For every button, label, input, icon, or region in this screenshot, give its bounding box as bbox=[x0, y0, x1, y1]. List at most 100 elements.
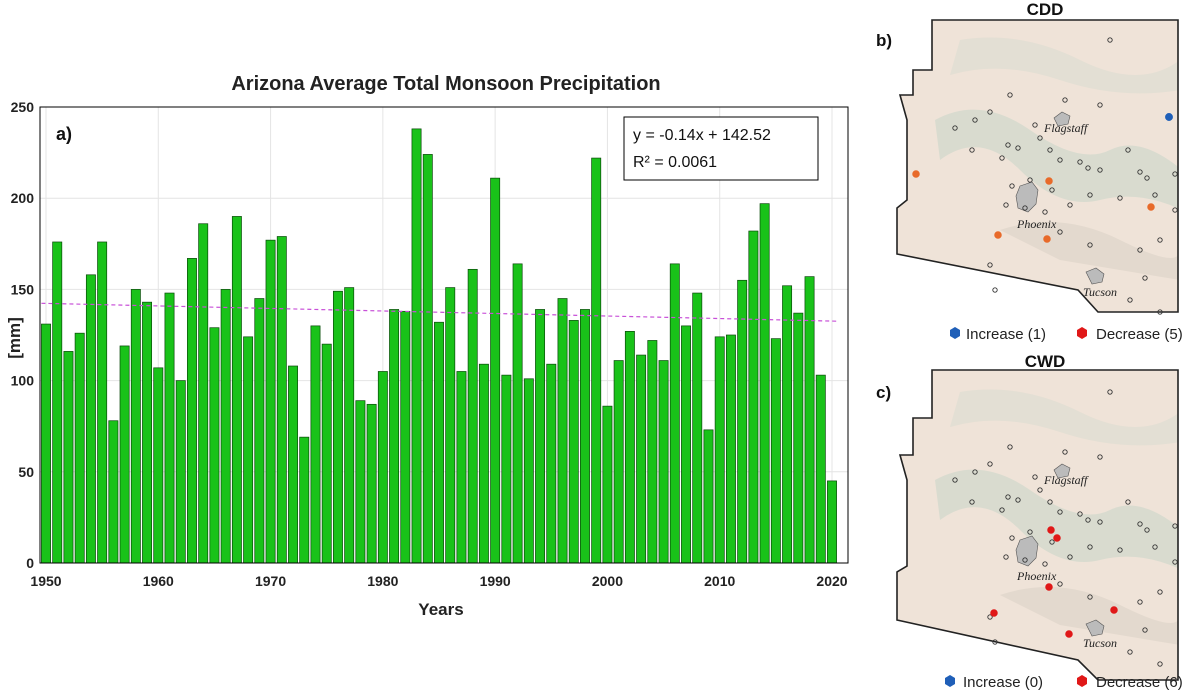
increase-marker bbox=[1165, 113, 1173, 121]
station-marker bbox=[1127, 649, 1133, 655]
bar-1995 bbox=[546, 363, 557, 564]
bar-2009 bbox=[703, 429, 714, 564]
bar-1957 bbox=[119, 345, 130, 564]
station-marker bbox=[1087, 242, 1093, 248]
station-marker bbox=[1125, 147, 1131, 153]
station-marker bbox=[1157, 309, 1163, 315]
bar-1955 bbox=[97, 241, 108, 564]
decrease-marker bbox=[912, 170, 920, 178]
y-tick-label: 0 bbox=[26, 555, 34, 571]
station-marker bbox=[1047, 147, 1053, 153]
station-marker bbox=[1022, 557, 1028, 563]
cwd-legend-decrease: Decrease (6) bbox=[1096, 674, 1183, 691]
station-marker bbox=[999, 155, 1005, 161]
station-marker bbox=[1142, 275, 1148, 281]
station-marker bbox=[1097, 454, 1103, 460]
station-marker bbox=[1009, 183, 1015, 189]
station-marker bbox=[1015, 145, 1021, 151]
bar-1973 bbox=[299, 436, 310, 564]
station-marker bbox=[992, 639, 998, 645]
x-tick-labels: 1950 1960 1970 1980 1990 2000 2010 2020 bbox=[30, 573, 847, 589]
y-tick-label: 150 bbox=[11, 281, 35, 297]
cwd-legend-decrease-marker bbox=[1077, 675, 1087, 687]
station-marker bbox=[952, 477, 958, 483]
station-marker bbox=[1144, 527, 1150, 533]
bar-2008 bbox=[692, 292, 703, 564]
y-tick-label: 200 bbox=[11, 190, 35, 206]
station-marker bbox=[1142, 627, 1148, 633]
station-marker bbox=[1172, 559, 1178, 565]
cwd-arizona-outline bbox=[896, 369, 1179, 681]
bar-1960 bbox=[153, 367, 164, 564]
station-marker bbox=[1042, 209, 1048, 215]
station-marker bbox=[1003, 202, 1009, 208]
bar-1977 bbox=[344, 287, 355, 564]
station-marker bbox=[1027, 177, 1033, 183]
plot-frame bbox=[39, 106, 849, 564]
station-marker bbox=[969, 499, 975, 505]
bar-2016 bbox=[782, 285, 793, 564]
x-tick-label: 1980 bbox=[367, 573, 398, 589]
bar-2020 bbox=[827, 480, 837, 564]
station-marker bbox=[1172, 523, 1178, 529]
bar-1975 bbox=[321, 343, 332, 564]
station-marker bbox=[1087, 192, 1093, 198]
bar-1950 bbox=[41, 323, 51, 564]
station-marker bbox=[1003, 554, 1009, 560]
station-marker bbox=[1057, 229, 1063, 235]
bar-2014 bbox=[759, 203, 770, 564]
station-marker bbox=[1062, 449, 1068, 455]
cdd-legend-decrease-marker bbox=[1077, 327, 1087, 339]
bar-1959 bbox=[142, 301, 153, 564]
station-marker bbox=[1117, 195, 1123, 201]
cwd-legend-increase-marker bbox=[945, 675, 955, 687]
station-marker bbox=[1157, 237, 1163, 243]
bar-1989 bbox=[478, 363, 489, 564]
station-marker bbox=[1007, 444, 1013, 450]
bar-1964 bbox=[198, 223, 209, 564]
phoenix-area bbox=[1015, 535, 1039, 567]
bar-1979 bbox=[366, 403, 377, 564]
y-axis-label: [mm] bbox=[5, 317, 24, 359]
bar-1986 bbox=[445, 287, 456, 564]
cdd-station-markers bbox=[912, 37, 1178, 315]
bar-1990 bbox=[490, 177, 501, 564]
cdd-legend: Increase (1) Decrease (5) bbox=[950, 326, 1183, 343]
cwd-station-markers bbox=[952, 389, 1178, 667]
flagstaff-area bbox=[1053, 463, 1071, 479]
station-marker bbox=[1062, 97, 1068, 103]
cwd-map-title: CWD bbox=[1025, 352, 1066, 371]
decrease-marker bbox=[1047, 526, 1055, 534]
y-tick-label: 50 bbox=[18, 464, 34, 480]
bar-1972 bbox=[288, 365, 298, 564]
bar-1980 bbox=[377, 371, 388, 564]
station-marker bbox=[1117, 547, 1123, 553]
x-tick-label: 1970 bbox=[255, 573, 286, 589]
y-tick-label: 100 bbox=[11, 373, 35, 389]
station-marker bbox=[1005, 494, 1011, 500]
station-marker bbox=[1027, 529, 1033, 535]
station-marker bbox=[1097, 167, 1103, 173]
bar-1998 bbox=[580, 309, 590, 564]
decrease-marker bbox=[1045, 583, 1053, 591]
city-label-flagstaff: Flagstaff bbox=[1043, 121, 1089, 135]
tucson-area bbox=[1085, 619, 1105, 637]
station-marker bbox=[1172, 207, 1178, 213]
bar-2000 bbox=[602, 405, 613, 564]
station-marker bbox=[1172, 171, 1178, 177]
station-marker bbox=[1007, 92, 1013, 98]
bar-2015 bbox=[770, 338, 781, 564]
precip-chart: Arizona Average Total Monsoon Precipitat… bbox=[5, 73, 849, 619]
bar-2012 bbox=[737, 279, 748, 564]
station-marker bbox=[1137, 521, 1143, 527]
station-marker bbox=[1042, 561, 1048, 567]
station-marker bbox=[1107, 389, 1113, 395]
chart-title: Arizona Average Total Monsoon Precipitat… bbox=[231, 73, 660, 95]
x-tick-label: 1960 bbox=[143, 573, 174, 589]
cdd-map-panel: CDD b) Flagstaff Phoenix Tucson Increase… bbox=[876, 0, 1183, 343]
station-marker bbox=[1107, 37, 1113, 43]
bar-1969 bbox=[254, 298, 265, 564]
bar-1976 bbox=[332, 290, 343, 564]
station-marker bbox=[1144, 175, 1150, 181]
